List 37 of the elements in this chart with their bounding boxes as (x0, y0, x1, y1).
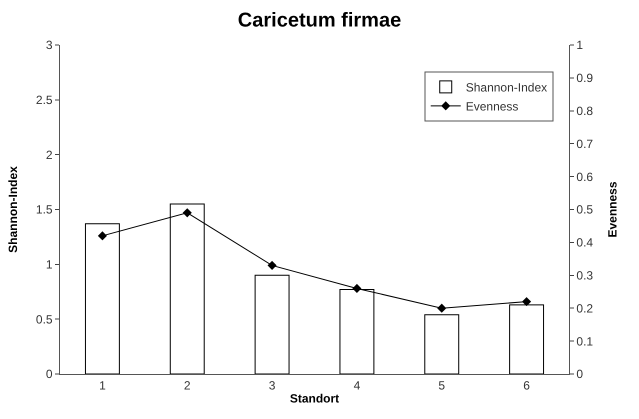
y2-tick-label: 1 (576, 38, 584, 52)
x-tick-label: 3 (268, 378, 276, 392)
bar (254, 274, 290, 374)
y2-tick-label: 0.1 (576, 334, 594, 348)
y-axis-title: Shannon-Index (6, 166, 20, 253)
y2-tick-label: 0.2 (576, 301, 594, 316)
chart-title: Caricetum firmae (238, 10, 402, 32)
y-tick-label: 3 (46, 38, 53, 52)
x-tick-label: 6 (523, 378, 530, 392)
legend-label: Evenness (466, 100, 518, 114)
y-tick-label: 1.5 (36, 202, 53, 217)
legend-label: Shannon-Index (466, 80, 548, 94)
y-tick-label: 0.5 (36, 312, 53, 326)
point (522, 297, 532, 306)
point (268, 260, 277, 270)
x-tick-label: 2 (184, 378, 191, 392)
y2-axis-title: Evenness (605, 181, 620, 238)
y2-tick-label: 0.4 (576, 236, 594, 250)
y2-tick-label: 0.9 (576, 71, 594, 86)
y2-tick-label: 0.5 (576, 202, 594, 217)
x-tick-label: 4 (354, 378, 361, 392)
y2-tick-label: 0 (576, 367, 584, 382)
y-tick-label: 2.5 (36, 93, 53, 108)
x-axis-title: Standort (290, 391, 340, 406)
point (98, 231, 107, 240)
x-tick-label: 5 (438, 378, 446, 392)
x-tick-label: 1 (99, 378, 106, 392)
y-tick-label: 2 (46, 148, 53, 162)
y2-tick-label: 0.8 (576, 104, 594, 118)
point (437, 304, 446, 313)
y2-tick-label: 0.6 (576, 170, 594, 184)
y2-tick-label: 0.7 (576, 136, 594, 151)
y-tick-label: 1 (46, 258, 53, 272)
point (182, 208, 192, 218)
y2-tick-label: 0.3 (576, 268, 594, 282)
y-tick-label: 0 (46, 367, 53, 382)
point (352, 284, 362, 294)
